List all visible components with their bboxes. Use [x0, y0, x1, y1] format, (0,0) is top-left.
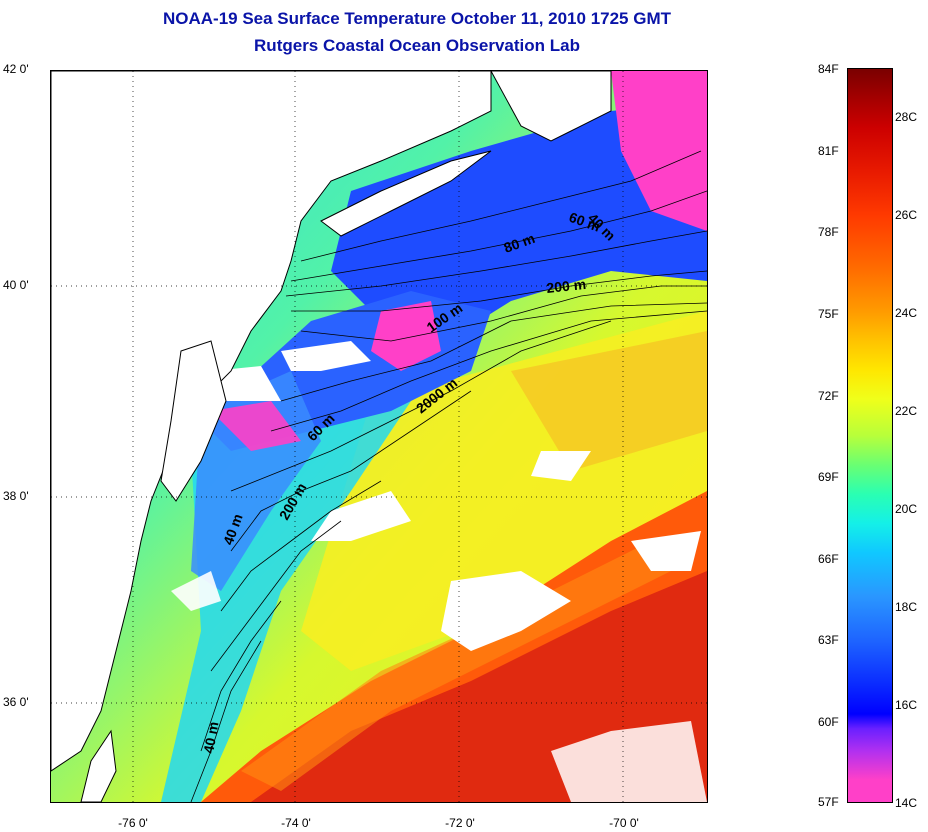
colorbar-f-57: 57F	[818, 795, 839, 809]
lat-label-42: 42 0'	[3, 62, 29, 76]
contour-label-40m-far-south: 40 m	[200, 720, 221, 754]
colorbar-f-66: 66F	[818, 552, 839, 566]
cold-blue-north	[331, 101, 707, 351]
colorbar-f-63: 63F	[818, 633, 839, 647]
lat-label-38: 38 0'	[3, 489, 29, 503]
sst-map: 40 m 60 m 80 m 200 m 100 m 2000 m 60 m 2…	[50, 70, 708, 803]
colorbar-c-18: 18C	[895, 600, 918, 614]
colorbar-f-84: 84F	[818, 62, 839, 76]
colorbar-f-81: 81F	[818, 144, 839, 158]
cold-pink-center	[371, 301, 441, 371]
colorbar-c-20: 20C	[895, 502, 918, 516]
lat-label-40: 40 0'	[3, 278, 29, 292]
colorbar-c-16: 16C	[895, 698, 918, 712]
map-title: NOAA-19 Sea Surface Temperature October …	[162, 9, 672, 28]
colorbar-f-69: 69F	[818, 470, 839, 484]
colorbar-f-78: 78F	[818, 225, 839, 239]
lon-label-70: -70 0'	[609, 816, 639, 830]
cold-pink-ne	[611, 71, 707, 231]
colorbar-c-22: 22C	[895, 404, 918, 418]
temperature-colorbar	[847, 68, 893, 803]
clouds	[171, 341, 707, 802]
lon-label-76: -76 0'	[118, 816, 148, 830]
slope-water-orange	[511, 331, 707, 471]
lat-label-36: 36 0'	[3, 695, 29, 709]
cold-pink-sw	[211, 401, 301, 451]
bathymetry	[190, 150, 707, 802]
lon-label-74: -74 0'	[281, 816, 311, 830]
map-subtitle: Rutgers Coastal Ocean Observation Lab	[254, 36, 580, 55]
contour-label-200m: 200 m	[546, 276, 587, 296]
land	[51, 71, 612, 802]
land-outer-banks	[80, 729, 117, 802]
colorbar-f-75: 75F	[818, 307, 839, 321]
colorbar-c-26: 26C	[895, 208, 918, 222]
colorbar-c-28: 28C	[895, 110, 918, 124]
land-long-island	[320, 150, 492, 237]
colorbar-f-60: 60F	[818, 715, 839, 729]
colorbar-f-72: 72F	[818, 389, 839, 403]
land-delmarva	[160, 340, 227, 502]
colorbar-c-14: 14C	[895, 796, 918, 810]
land-cape-cod	[490, 71, 612, 142]
graticule	[51, 71, 707, 802]
lon-label-72: -72 0'	[445, 816, 475, 830]
colorbar-c-24: 24C	[895, 306, 918, 320]
